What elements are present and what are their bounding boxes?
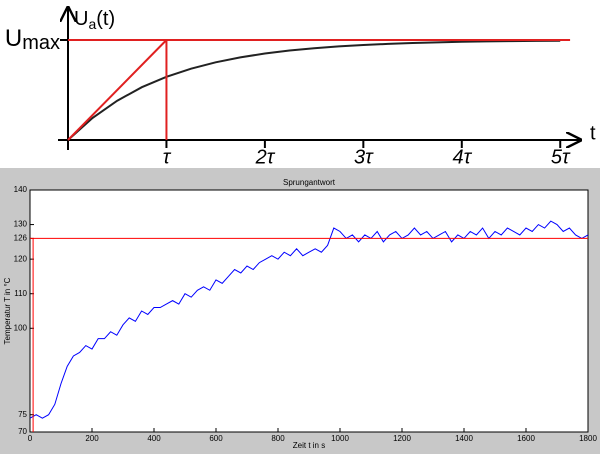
x-tick-label: 5τ [551,146,571,168]
y-axis-label: Ua(t) [74,8,115,31]
x-tick-label: 0 [28,434,33,443]
x-tick-label: 800 [271,434,285,443]
x-axis-label: t [590,122,596,144]
y-tick-label-main: U [5,25,22,52]
y-tick-label: 100 [14,323,28,332]
y-axis-label: Temperatur T in °C [3,277,12,344]
x-tick-label: 1000 [331,434,349,443]
x-tick-label: τ [163,146,172,168]
x-tick-label: 1600 [517,434,535,443]
y-tick-label: Umax [5,25,60,54]
x-tick-label: 200 [85,434,99,443]
y-tick-label: 75 [18,410,27,419]
x-tick-label: 1400 [455,434,473,443]
x-tick-label: 400 [147,434,161,443]
x-tick-label: 2τ [255,146,276,168]
y-tick-label: 110 [14,289,27,298]
x-axis-label: Zeit t in s [293,441,325,450]
x-tick-label: 1200 [393,434,411,443]
plot-area [29,189,589,433]
y-tick-label: 120 [14,254,28,263]
x-tick-label: 4τ [452,146,472,168]
series-line [67,39,561,141]
y-tick-label: 140 [14,185,28,194]
y-label-main: U [74,8,88,30]
y-label-suffix: (t) [96,8,115,30]
x-tick-label: 3τ [354,146,374,168]
series-line [67,39,168,141]
y-label-subscript: a [88,16,96,32]
y-tick-label-subscript: max [22,32,60,54]
chart-title: Sprungantwort [283,178,336,187]
y-tick-label: 130 [14,220,28,229]
series-line [29,220,589,419]
y-tick-label: 126 [14,234,28,243]
y-tick-label: 70 [18,427,27,436]
x-tick-label: 1800 [579,434,597,443]
x-tick-label: 600 [209,434,223,443]
